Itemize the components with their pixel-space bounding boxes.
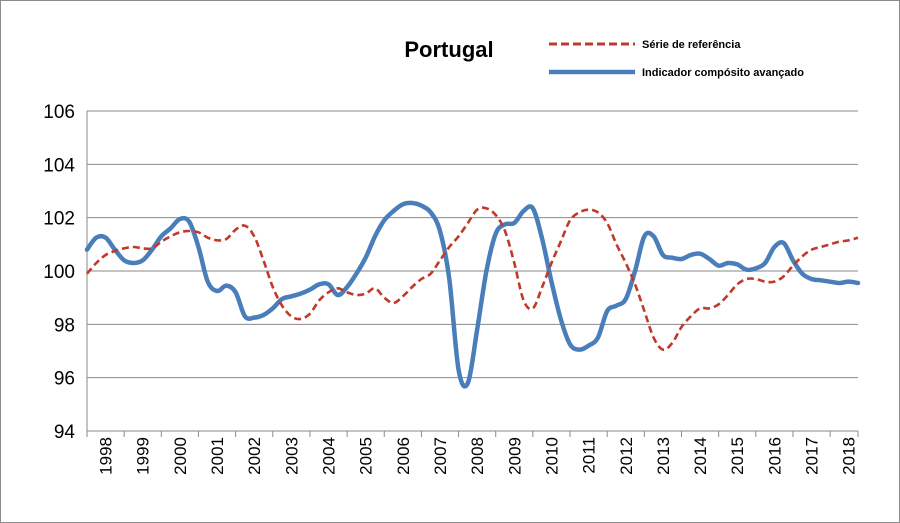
y-tick-label: 100 [43,262,75,283]
chart-title: Portugal [404,37,493,62]
x-tick-label: 2007 [431,437,450,475]
x-tick-label: 1999 [134,437,153,475]
x-tick-label: 2011 [580,437,599,474]
legend-label-leading-indicator: Indicador compósito avançado [642,67,804,79]
x-tick-label: 2015 [728,437,747,475]
x-tick-label: 2014 [691,437,710,475]
x-tick-label: 2009 [505,437,524,475]
y-tick-label: 106 [43,102,75,123]
data-series [84,200,861,389]
x-tick-label: 2001 [208,437,227,475]
x-tick-label: 2018 [840,437,859,475]
x-tick-label: 2016 [765,437,784,475]
x-tick-label: 2012 [617,437,636,475]
y-tick-label: 98 [54,315,75,336]
axes [86,111,859,437]
chart-legend: Série de referência Indicador compósito … [549,39,804,79]
y-tick-label: 96 [54,369,75,390]
x-tick-label: 2006 [394,437,413,475]
y-tick-label: 102 [43,209,75,230]
x-tick-label: 2005 [357,437,376,475]
x-tick-label: 2003 [282,437,301,475]
x-axis-tick-labels: 1998 1999 2000 2001 2002 2003 2004 2005 2006 2007… [97,437,859,475]
y-tick-label: 104 [43,155,75,176]
x-tick-label: 1998 [97,437,116,475]
x-tick-label: 2010 [542,437,561,475]
x-tick-label: 2017 [803,437,822,475]
gridlines [87,110,858,379]
legend-label-reference-series: Série de referência [642,39,741,51]
y-axis-tick-labels: 94 96 98 100 102 104 106 [43,102,75,443]
series-line-reference [86,206,859,352]
y-tick-label: 94 [54,422,76,443]
x-tick-label: 2004 [320,437,339,475]
x-tick-label: 2000 [171,437,190,475]
series-line-leading-indicator [84,200,861,389]
x-tick-label: 2008 [468,437,487,475]
x-tick-label: 2002 [245,437,264,475]
x-tick-label: 2013 [654,437,673,475]
